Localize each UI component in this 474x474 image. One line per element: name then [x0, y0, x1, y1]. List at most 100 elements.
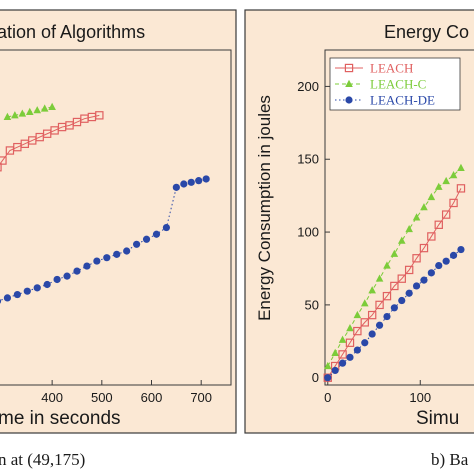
- x-tick-label: 400: [41, 390, 63, 405]
- data-point-leach-de: [435, 261, 443, 270]
- data-point-leach-c: [412, 213, 421, 221]
- y-tick-label: 50: [305, 297, 319, 312]
- right-chart: Energy Co Energy Consumption in joules 0…: [244, 9, 474, 434]
- data-point-leach-de: [331, 366, 339, 375]
- data-point-leach-de: [180, 180, 188, 188]
- data-point-leach-c: [3, 112, 12, 120]
- data-point-leach: [353, 326, 362, 336]
- data-point-leach-c: [368, 286, 376, 294]
- data-point-leach-de: [412, 282, 421, 290]
- right-x-axis-label: Simu: [416, 408, 459, 429]
- x-tick-label: 600: [141, 390, 163, 405]
- data-point-leach-de: [123, 247, 131, 255]
- data-point-leach-c: [323, 361, 332, 370]
- data-point-leach-de: [375, 321, 384, 329]
- data-point-leach: [419, 243, 429, 253]
- data-point-leach-de: [390, 304, 398, 312]
- data-point-leach-de: [368, 330, 376, 338]
- data-point-leach-de: [93, 257, 101, 265]
- data-point-leach-c: [338, 335, 347, 343]
- data-point-leach-c: [442, 176, 450, 185]
- data-point-leach: [404, 265, 414, 275]
- data-point-leach-c: [40, 104, 49, 112]
- data-point-leach-de: [427, 269, 435, 277]
- data-point-leach-c: [397, 236, 406, 244]
- left-caption: n at (49,175): [0, 450, 86, 469]
- data-point-leach-de: [338, 359, 347, 367]
- right-plot-frame: [324, 49, 474, 386]
- data-point-leach-c: [18, 109, 27, 117]
- data-point-leach-de: [13, 290, 21, 299]
- data-point-leach-de: [3, 294, 12, 302]
- data-point-leach: [375, 300, 384, 310]
- data-point-leach-de: [152, 230, 161, 238]
- data-point-leach-c: [346, 323, 354, 332]
- right-y-axis-label: Energy Consumption in joules: [255, 95, 274, 321]
- data-point-leach-de: [324, 374, 332, 382]
- data-point-leach-de: [172, 183, 180, 191]
- data-point-leach: [449, 198, 458, 208]
- right-chart-title: Energy Co: [384, 22, 469, 42]
- data-point-leach: [390, 281, 399, 291]
- data-point-leach-de: [133, 240, 141, 248]
- y-tick-label: 200: [297, 79, 319, 94]
- data-point-leach-c: [383, 261, 391, 269]
- data-point-leach: [456, 184, 466, 193]
- data-point-leach: [441, 210, 451, 219]
- data-point-leach-de: [195, 177, 203, 185]
- legend-label-leach-de: LEACH-DE: [370, 93, 435, 108]
- data-point-leach-de: [449, 251, 458, 259]
- data-point-leach-de: [353, 346, 361, 354]
- data-point-leach-c: [375, 274, 384, 282]
- left-x-axis-label: me in seconds: [0, 408, 121, 429]
- data-point-leach-c: [427, 192, 436, 201]
- data-point-leach: [412, 254, 421, 263]
- data-point-leach-de: [162, 223, 171, 232]
- data-point-leach: [95, 111, 104, 120]
- data-point-leach-de: [398, 296, 406, 305]
- left-plot-frame: [0, 49, 232, 386]
- data-point-leach-de: [361, 339, 369, 347]
- data-point-leach: [360, 318, 369, 327]
- data-point-leach-c: [457, 163, 465, 171]
- data-point-leach-de: [383, 312, 391, 321]
- data-point-leach: [382, 291, 392, 301]
- data-point-leach-c: [25, 107, 34, 115]
- legend-marker-leach-de: [345, 96, 353, 104]
- data-point-leach-de: [457, 245, 465, 254]
- data-point-leach-de: [0, 298, 2, 304]
- legend-label-leach-c: LEACH-C: [370, 77, 426, 92]
- data-point-leach-de: [442, 257, 450, 265]
- data-point-leach-de: [142, 235, 151, 243]
- data-point-leach-c: [48, 102, 56, 110]
- x-tick-label: 0: [324, 390, 331, 405]
- x-tick-label: 700: [190, 390, 212, 405]
- x-tick-label: 500: [91, 390, 113, 405]
- data-point-leach-c: [420, 203, 428, 211]
- data-point-leach-de: [33, 284, 41, 292]
- data-point-leach-c: [405, 224, 413, 233]
- data-point-leach-de: [23, 287, 31, 295]
- data-point-leach: [434, 220, 443, 229]
- data-point-leach-c: [449, 171, 458, 179]
- data-point-leach-c: [353, 310, 362, 319]
- data-point-leach-de: [43, 280, 51, 289]
- data-point-leach-c: [11, 111, 19, 119]
- data-point-leach-de: [83, 262, 91, 270]
- data-point-leach-de: [187, 178, 195, 186]
- data-point-leach: [397, 274, 406, 283]
- data-point-leach-de: [420, 276, 428, 284]
- data-point-leach: [345, 338, 355, 347]
- data-point-leach: [338, 350, 347, 359]
- left-chart-title: ation of Algorithms: [0, 22, 145, 42]
- data-point-leach-de: [73, 267, 81, 275]
- series-line-leach: [327, 188, 462, 378]
- x-tick-label: 100: [409, 390, 431, 405]
- data-point-leach-de: [346, 353, 354, 361]
- data-point-leach-c: [390, 249, 399, 257]
- data-point-leach-de: [53, 275, 61, 284]
- data-point-leach-de: [113, 250, 121, 258]
- y-tick-label: 150: [297, 152, 319, 167]
- legend-label-leach: LEACH: [370, 61, 413, 76]
